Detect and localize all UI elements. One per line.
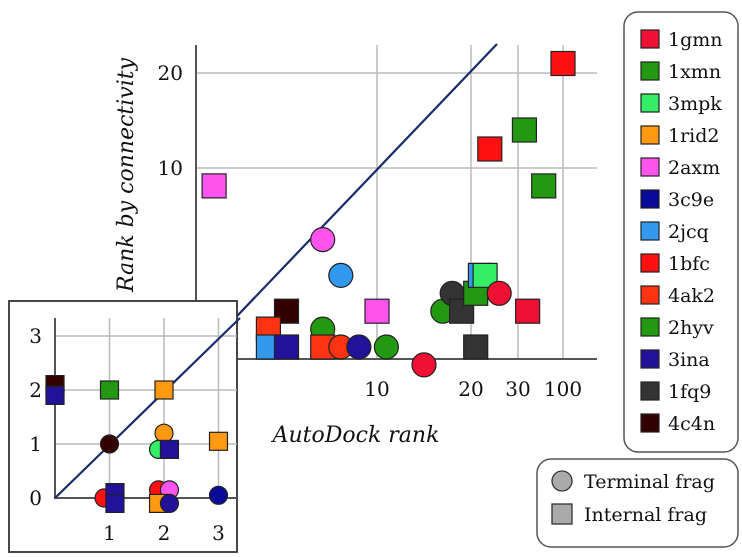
legend-swatch-2jcq (640, 221, 660, 241)
inset-point-3c9e-circle (208, 485, 229, 505)
legend: 1gmn 1xmn 3mpk 1rid2 2axm 3c9e 2jcq 1bfc 4ak2 2hy… (623, 11, 739, 453)
main-y-tick-label: 10 (158, 156, 183, 180)
main-point-1gmn-square (515, 298, 541, 324)
shape-legend-label: Internal frag (584, 504, 707, 526)
main-point-3ina-circle (346, 334, 372, 360)
inset-y-tick-label: 1 (29, 432, 42, 456)
legend-label-1gmn: 1gmn (668, 29, 723, 51)
legend-swatch-3c9e (640, 189, 660, 209)
x-axis-title: AutoDock rank (271, 423, 440, 448)
main-point-4c4n-square (273, 298, 300, 324)
legend-label-4c4n: 4c4n (668, 413, 715, 435)
internal-frag-square-icon (551, 503, 573, 525)
legend-swatch-4ak2 (640, 285, 660, 305)
inset-y-tick-label: 0 (29, 486, 42, 510)
legend-box (623, 11, 739, 453)
inset-x-tick-label: 2 (158, 521, 171, 545)
main-x-tick-label: 20 (458, 377, 483, 401)
legend-label-1rid2: 1rid2 (668, 125, 720, 147)
legend-items: 1gmn 1xmn 3mpk 1rid2 2axm 3c9e 2jcq 1bfc 4ak2 2hy… (640, 29, 723, 435)
shape-legend-box (536, 458, 739, 548)
main-points (201, 50, 576, 378)
shape-legend-label: Terminal frag (584, 471, 715, 493)
legend-swatch-1xmn (640, 61, 660, 81)
main-point-2axm-square (201, 173, 227, 199)
inset-point-1rid2-circle (154, 423, 174, 443)
inset-point-1rid2-square (208, 431, 229, 451)
legend-label-3c9e: 3c9e (668, 189, 714, 211)
legend-label-3mpk: 3mpk (668, 93, 722, 115)
main-ticks: 10 20 30 100 10 20 (158, 61, 583, 401)
main-point-1gmn-circle (486, 280, 512, 306)
main-y-tick-label: 20 (158, 61, 183, 85)
main-diagonal-line (195, 43, 498, 360)
legend-swatch-1fq9 (640, 381, 660, 401)
legend-swatch-1bfc (640, 253, 660, 273)
legend-swatch-2axm (640, 157, 660, 177)
main-point-1gmn-circle (411, 352, 437, 378)
legend-label-2hyv: 2hyv (668, 317, 714, 339)
legend-label-2axm: 2axm (668, 157, 720, 179)
legend-swatch-1rid2 (640, 125, 660, 145)
legend-label-1xmn: 1xmn (668, 61, 721, 83)
main-plot: 10 20 30 100 10 20 AutoDock rank Rank by conn… (114, 43, 597, 448)
legend-swatch-3ina (640, 349, 660, 369)
inset-point-3ina-square (159, 439, 180, 459)
inset-point-1rid2-square (154, 380, 174, 400)
terminal-frag-circle-icon (551, 470, 573, 492)
main-point-2axm-square (364, 298, 390, 324)
main-point-2hyv-square (511, 117, 538, 143)
shape-legend: Terminal frag Internal frag (536, 458, 739, 548)
inset-ticks: 1 2 3 0 1 2 3 (29, 324, 225, 545)
inset-point-3ina-circle (159, 493, 180, 513)
y-axis-title: Rank by connectivity (114, 57, 139, 293)
main-point-2hyv-circle (373, 334, 399, 360)
inset-point-3ina-square (45, 385, 65, 405)
main-point-1bfc-square (477, 136, 503, 162)
legend-label-4ak2: 4ak2 (668, 285, 715, 307)
main-point-2jcq-circle (328, 262, 354, 288)
inset-point-4c4n-circle (99, 434, 120, 454)
main-point-1bfc-square (550, 50, 576, 77)
inset-plot: 1 2 3 0 1 2 3 (8, 300, 241, 553)
legend-swatch-4c4n (640, 413, 660, 433)
main-x-tick-label: 10 (364, 377, 389, 401)
inset-frame (8, 300, 238, 553)
legend-swatch-2hyv (640, 317, 660, 337)
legend-label-1bfc: 1bfc (668, 253, 710, 275)
inset-point-3ina-square (105, 493, 125, 513)
inset-point-2hyv-square (99, 380, 120, 400)
legend-label-3ina: 3ina (668, 349, 710, 371)
main-point-2axm-circle (310, 227, 336, 253)
shape-legend-items: Terminal frag Internal frag (551, 470, 715, 526)
legend-label-2jcq: 2jcq (668, 221, 709, 243)
main-point-2hyv-square (531, 173, 557, 199)
main-point-1fq9-square (463, 334, 489, 360)
inset-x-tick-label: 3 (212, 521, 225, 545)
inset-x-tick-label: 1 (103, 521, 116, 545)
inset-y-tick-label: 2 (29, 378, 42, 402)
legend-swatch-1gmn (640, 29, 660, 49)
legend-label-1fq9: 1fq9 (668, 381, 711, 403)
main-x-tick-label: 30 (505, 377, 530, 401)
main-x-tick-label: 100 (544, 377, 582, 401)
inset-y-tick-label: 3 (29, 324, 42, 348)
main-point-3ina-square (273, 334, 300, 360)
legend-swatch-3mpk (640, 93, 660, 113)
inset-diagonal-line (54, 317, 241, 499)
inset-points (45, 375, 229, 513)
